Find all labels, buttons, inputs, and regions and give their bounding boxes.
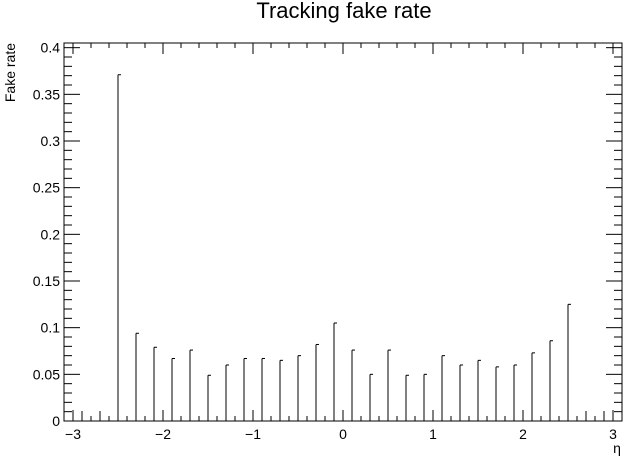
data-point bbox=[333, 322, 337, 421]
x-tick-label: 1 bbox=[429, 426, 437, 442]
data-point bbox=[405, 374, 409, 421]
y-tick-label: 0.1 bbox=[41, 320, 61, 336]
data-point bbox=[513, 364, 517, 421]
chart-title: Tracking fake rate bbox=[256, 0, 431, 23]
data-point bbox=[369, 373, 373, 421]
x-tick-label: −2 bbox=[155, 426, 171, 442]
data-point bbox=[387, 349, 391, 421]
data-point bbox=[279, 359, 283, 421]
data-point bbox=[189, 349, 193, 421]
data-point bbox=[423, 373, 427, 421]
data-point bbox=[459, 364, 463, 421]
data-point bbox=[207, 374, 211, 421]
x-tick-label: 2 bbox=[519, 426, 527, 442]
data-point bbox=[117, 74, 121, 421]
data-point bbox=[567, 303, 571, 421]
data-point bbox=[441, 355, 445, 421]
data-point bbox=[477, 359, 481, 421]
data-marks bbox=[81, 74, 605, 421]
y-tick-label: 0.4 bbox=[41, 40, 61, 56]
data-point bbox=[171, 357, 175, 421]
data-point bbox=[549, 340, 553, 421]
y-tick-label: 0.35 bbox=[33, 86, 60, 102]
x-tick-label: 0 bbox=[339, 426, 347, 442]
data-point bbox=[243, 357, 247, 421]
y-tick-label: 0.3 bbox=[41, 133, 61, 149]
y-axis: 0 0.05 0.1 0.15 0.2 0.25 0.3 0.35 0.4 bbox=[33, 40, 622, 429]
data-point bbox=[495, 366, 499, 421]
plot-frame bbox=[63, 42, 623, 422]
data-point bbox=[351, 349, 355, 421]
data-point bbox=[261, 357, 265, 421]
y-tick-label: 0.25 bbox=[33, 180, 60, 196]
x-axis-label: η bbox=[613, 440, 621, 456]
y-axis-label: Fake rate bbox=[2, 43, 18, 102]
x-axis: −3 −2 −1 0 1 2 3 bbox=[65, 43, 617, 442]
x-tick-label: −3 bbox=[65, 426, 81, 442]
data-point bbox=[225, 364, 229, 421]
data-point bbox=[297, 355, 301, 421]
data-point bbox=[315, 343, 319, 421]
y-tick-label: 0.2 bbox=[41, 226, 61, 242]
data-point bbox=[153, 346, 157, 421]
data-point bbox=[531, 352, 535, 421]
y-tick-label: 0 bbox=[52, 413, 60, 429]
data-point bbox=[135, 332, 139, 421]
x-tick-label: −1 bbox=[245, 426, 261, 442]
y-tick-label: 0.15 bbox=[33, 273, 60, 289]
y-tick-label: 0.05 bbox=[33, 366, 60, 382]
x-tick-label: 3 bbox=[609, 426, 617, 442]
